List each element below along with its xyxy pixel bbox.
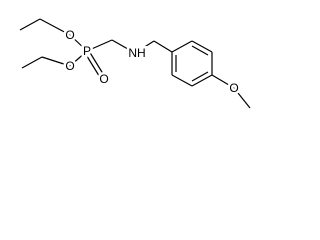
bond xyxy=(41,56,71,67)
ring-inner-bond xyxy=(191,45,209,56)
atom-label: P xyxy=(83,44,91,58)
ring-inner-bond xyxy=(191,71,209,82)
atom-label: O xyxy=(65,59,74,73)
bond xyxy=(86,39,113,52)
atom-label: O xyxy=(65,28,74,42)
ring-bond xyxy=(191,40,213,53)
bonds xyxy=(19,18,251,109)
ring-bond xyxy=(191,74,213,87)
double-bond xyxy=(88,50,106,78)
bond xyxy=(134,40,155,54)
bond xyxy=(153,40,173,53)
atom-labels: O P O O NH O xyxy=(63,26,241,98)
bond xyxy=(111,39,136,54)
bond xyxy=(69,50,88,67)
bond xyxy=(21,56,43,69)
double-bond xyxy=(84,52,102,80)
atom-label: O xyxy=(229,81,238,95)
atom-label: NH xyxy=(128,46,145,60)
bond xyxy=(233,87,251,109)
bond xyxy=(19,18,41,31)
bond xyxy=(39,18,71,36)
bond xyxy=(69,34,88,52)
bond xyxy=(211,74,235,89)
ring-bond xyxy=(171,74,193,87)
atom-label: O xyxy=(99,72,108,86)
structure-diagram: O P O O NH O xyxy=(19,18,251,109)
ring-bond xyxy=(171,40,193,53)
